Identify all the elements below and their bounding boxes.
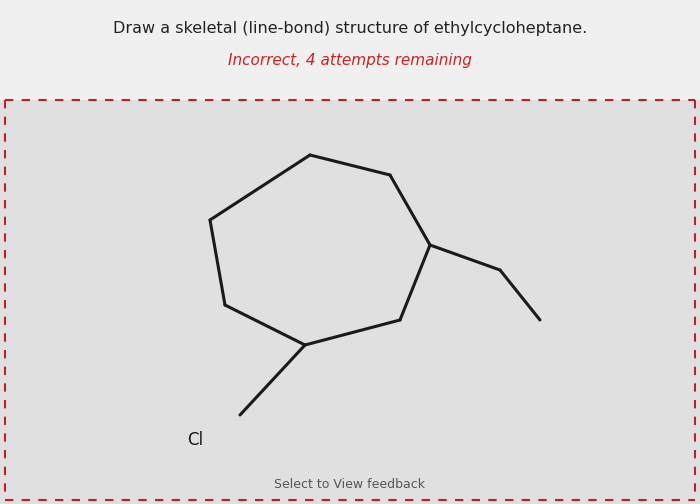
Text: Incorrect, 4 attempts remaining: Incorrect, 4 attempts remaining	[228, 52, 472, 68]
Bar	[0, 100, 700, 504]
Text: Cl: Cl	[187, 431, 203, 449]
Text: Draw a skeletal (line-bond) structure of ethylcycloheptane.: Draw a skeletal (line-bond) structure of…	[113, 21, 587, 35]
Bar	[0, 0, 700, 100]
Text: Select to View feedback: Select to View feedback	[274, 478, 426, 491]
